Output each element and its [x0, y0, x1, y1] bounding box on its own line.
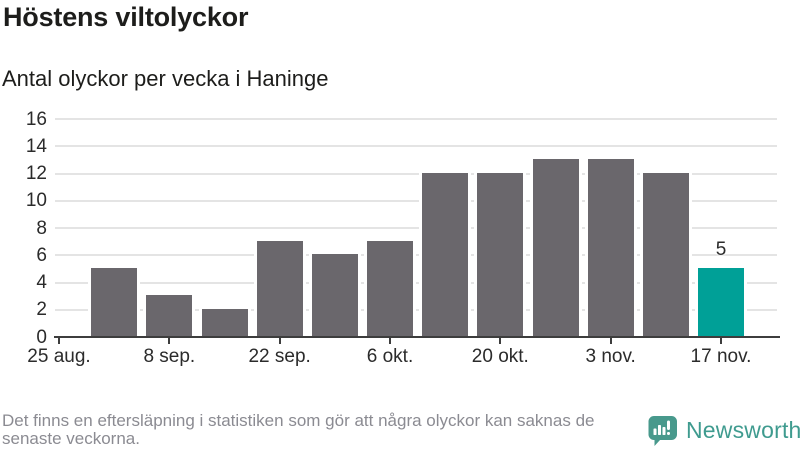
- brand-name: Newsworthy: [686, 417, 800, 443]
- bar: [201, 308, 248, 336]
- bar: [642, 172, 689, 336]
- bar: [477, 172, 524, 336]
- gridline: [55, 199, 777, 202]
- bar: [91, 267, 138, 336]
- x-tick-mark: [278, 338, 281, 344]
- y-tick-label: 2: [36, 299, 47, 321]
- x-tick-mark: [58, 338, 60, 344]
- x-tick-label: 22 sep.: [248, 346, 311, 367]
- gridline: [55, 281, 777, 284]
- bar: [256, 240, 303, 336]
- bar: [146, 295, 193, 336]
- gridline: [55, 254, 777, 257]
- x-tick-label: 25 aug.: [27, 346, 91, 367]
- footnote: Det finns en eftersläpning i statistiken…: [2, 412, 594, 448]
- gridline: [55, 118, 777, 120]
- bar: [422, 172, 469, 336]
- y-tick-label: 6: [36, 244, 47, 266]
- x-tick-label: 3 nov.: [585, 346, 636, 367]
- x-tick-mark: [499, 338, 502, 344]
- x-tick-mark: [720, 338, 722, 344]
- y-tick-label: 12: [25, 163, 47, 184]
- x-tick-mark: [609, 338, 612, 344]
- chart-subtitle: Antal olyckor per vecka i Haninge: [2, 66, 329, 91]
- x-axis-line: [54, 335, 780, 338]
- y-tick-label: 16: [25, 108, 47, 130]
- bar: [367, 240, 413, 336]
- x-tick-mark: [168, 338, 171, 344]
- gridline: [55, 145, 777, 148]
- plot-area: 0 2 4 6 8 10 12 14 16 25 aug. 8 sep. 22 sep. 6 okt. 2…: [26, 109, 780, 367]
- bar-chart-speech-bubble-icon: [648, 416, 677, 446]
- x-tick-label: 6 okt.: [366, 346, 414, 367]
- y-tick-label: 14: [25, 135, 47, 157]
- x-tick-label: 8 sep.: [143, 346, 196, 367]
- footnote-line-2: senaste veckorna.: [2, 429, 140, 448]
- newsworthy-logo: Newsworthy: [648, 415, 800, 446]
- gridline: [55, 308, 777, 311]
- bar-highlighted: [698, 267, 744, 336]
- x-tick-label: 17 nov.: [690, 346, 752, 367]
- x-tick-label: 20 okt.: [471, 346, 529, 367]
- x-tick-mark: [389, 338, 391, 344]
- y-tick-label: 0: [36, 326, 47, 348]
- y-tick-label: 10: [25, 190, 47, 212]
- y-tick-label: 4: [36, 272, 47, 293]
- gridline: [55, 172, 777, 175]
- gridline: [55, 227, 777, 229]
- bar: [587, 158, 634, 336]
- bar: [532, 158, 579, 336]
- chart-title: Höstens viltolyckor: [3, 2, 249, 32]
- y-tick-label: 8: [36, 217, 47, 239]
- bar: [311, 254, 358, 336]
- footnote-line-1: Det finns en eftersläpning i statistiken…: [2, 411, 595, 430]
- bar-value-label: 5: [715, 238, 727, 260]
